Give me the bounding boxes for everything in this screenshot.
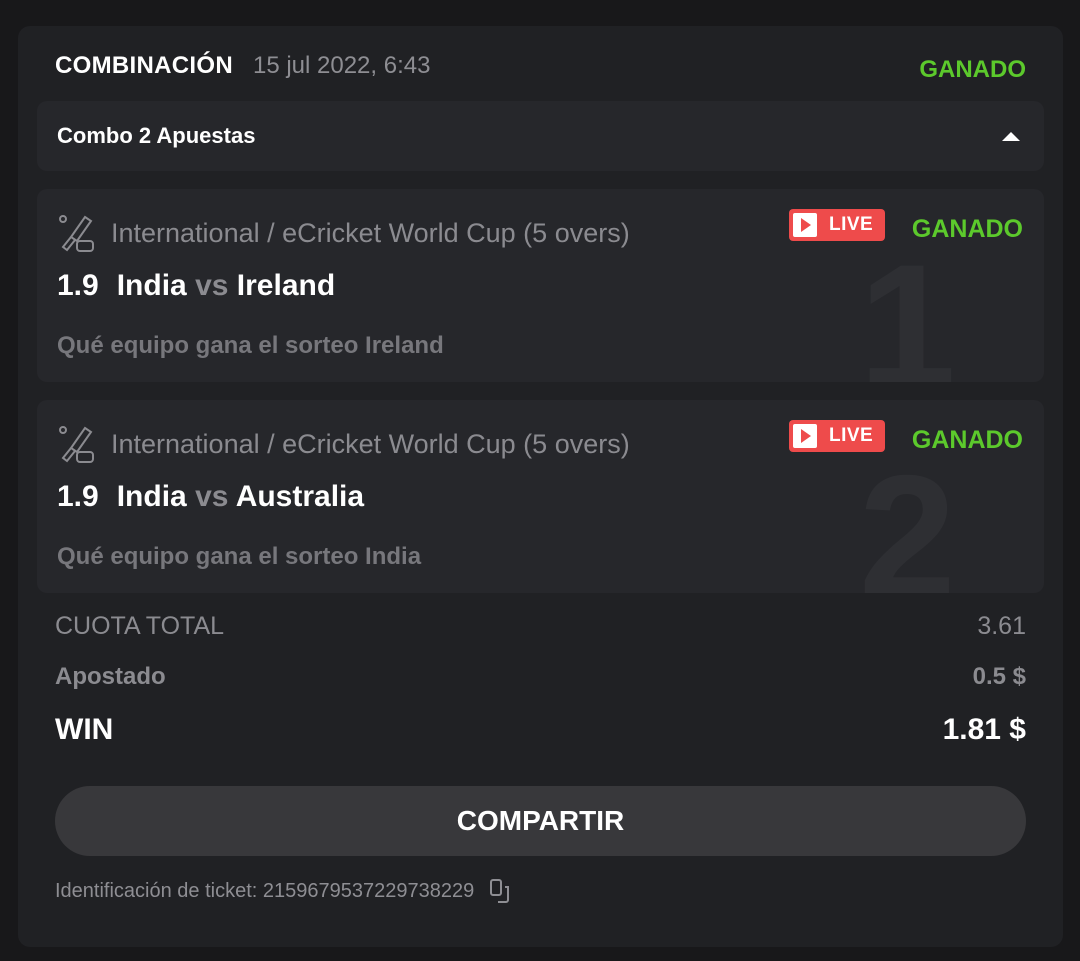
- esports-cricket-icon: [59, 215, 94, 252]
- match: 1.9 India vs Australia: [57, 480, 364, 514]
- staked-label: Apostado: [55, 663, 166, 690]
- ticket-header: COMBINACIÓN 15 jul 2022, 6:43 GANADO: [55, 48, 1026, 84]
- odd: 1.9: [57, 480, 99, 513]
- bet-item: 1 International / eCricket World Cup (5 …: [37, 189, 1044, 382]
- home-team: India: [116, 269, 187, 302]
- ticket-id-text: Identificación de ticket: 21596795372297…: [55, 879, 475, 902]
- category-text: International / eCricket World Cup (5 ov…: [111, 217, 630, 248]
- ticket-id: Identificación de ticket: 21596795372297…: [55, 878, 514, 904]
- bet-item: 2 International / eCricket World Cup (5 …: [37, 400, 1044, 593]
- staked-row: Apostado 0.5 $: [55, 663, 1026, 691]
- play-icon: [793, 213, 817, 237]
- combo-label: Combo 2 Apuestas: [57, 123, 256, 148]
- live-badge: LIVE: [789, 420, 885, 452]
- bet-category: International / eCricket World Cup (5 ov…: [57, 213, 630, 253]
- bet-date: 15 jul 2022, 6:43: [252, 52, 431, 79]
- live-badge: LIVE: [789, 209, 885, 241]
- staked-value: 0.5 $: [972, 663, 1026, 690]
- bet-selection: Qué equipo gana el sorteo India: [57, 543, 422, 570]
- away-team: Ireland: [236, 269, 336, 302]
- category-text: International / eCricket World Cup (5 ov…: [111, 428, 630, 459]
- live-label: LIVE: [829, 425, 874, 446]
- odd: 1.9: [57, 269, 99, 302]
- caret-up-icon[interactable]: [1002, 131, 1020, 141]
- copy-icon[interactable]: [488, 878, 514, 904]
- away-team: Australia: [235, 480, 365, 513]
- status-badge: GANADO: [919, 56, 1026, 83]
- home-team: India: [116, 480, 187, 513]
- combo-toggle[interactable]: Combo 2 Apuestas: [37, 101, 1044, 171]
- live-label: LIVE: [829, 214, 874, 235]
- total-odds-row: CUOTA TOTAL 3.61: [55, 612, 1026, 641]
- bet-status: GANADO: [911, 426, 1023, 454]
- play-icon: [793, 424, 817, 448]
- total-odds-label: CUOTA TOTAL: [55, 612, 225, 640]
- bet-ticket-card: COMBINACIÓN 15 jul 2022, 6:43 GANADO Com…: [18, 26, 1063, 947]
- bet-selection: Qué equipo gana el sorteo Ireland: [57, 332, 444, 359]
- share-button[interactable]: COMPARTIR: [55, 786, 1026, 856]
- vs-label: vs: [195, 269, 229, 302]
- bet-category: International / eCricket World Cup (5 ov…: [57, 424, 630, 464]
- match: 1.9 India vs Ireland: [57, 269, 335, 303]
- win-label: WIN: [55, 713, 114, 746]
- win-value: 1.81 $: [942, 713, 1026, 746]
- esports-cricket-icon: [59, 426, 94, 463]
- bet-type: COMBINACIÓN: [55, 52, 233, 79]
- bet-status: GANADO: [911, 215, 1023, 243]
- win-row: WIN 1.81 $: [55, 713, 1026, 747]
- total-odds-value: 3.61: [977, 612, 1026, 640]
- bet-number: 2: [858, 440, 956, 593]
- bet-number: 1: [858, 229, 956, 382]
- vs-label: vs: [195, 480, 229, 513]
